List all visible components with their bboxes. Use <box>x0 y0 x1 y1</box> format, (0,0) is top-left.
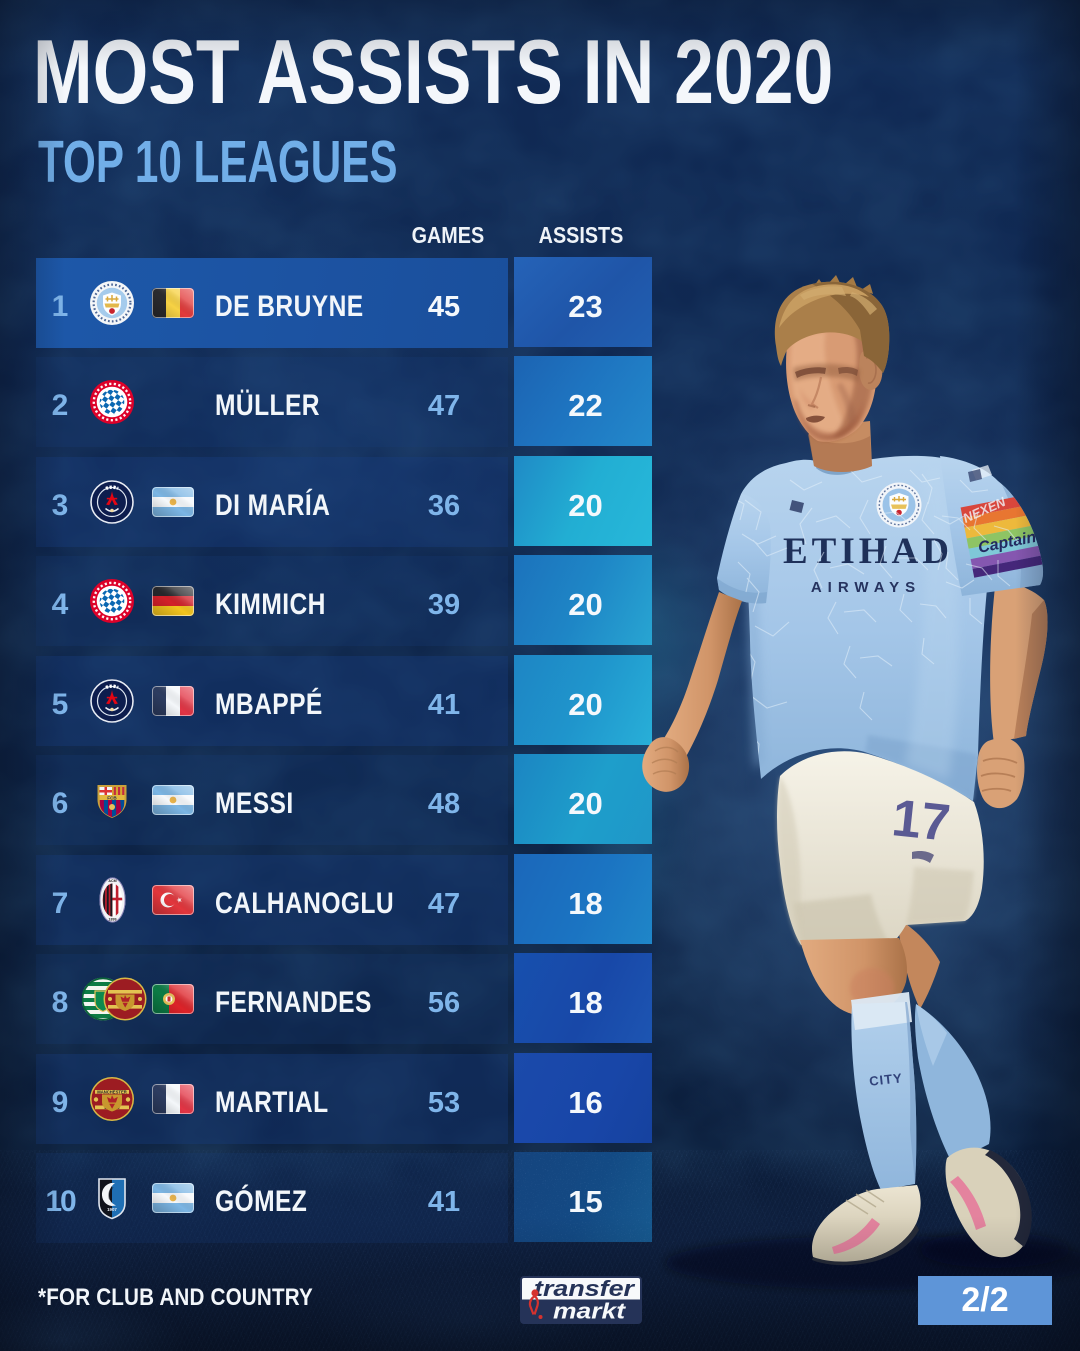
svg-text:17: 17 <box>889 789 953 853</box>
svg-text:CITY: CITY <box>868 1070 903 1088</box>
svg-text:1899: 1899 <box>109 918 117 922</box>
svg-text:AIRWAYS: AIRWAYS <box>811 579 921 596</box>
svg-text:transfer: transfer <box>534 1276 636 1301</box>
svg-text:MANCHESTER: MANCHESTER <box>97 1090 127 1095</box>
svg-text:FCB: FCB <box>107 795 117 800</box>
svg-text:1907: 1907 <box>107 1207 117 1212</box>
svg-text:ACM: ACM <box>108 879 116 883</box>
svg-text:markt: markt <box>553 1299 627 1324</box>
svg-text:ETIHAD: ETIHAD <box>783 531 953 572</box>
